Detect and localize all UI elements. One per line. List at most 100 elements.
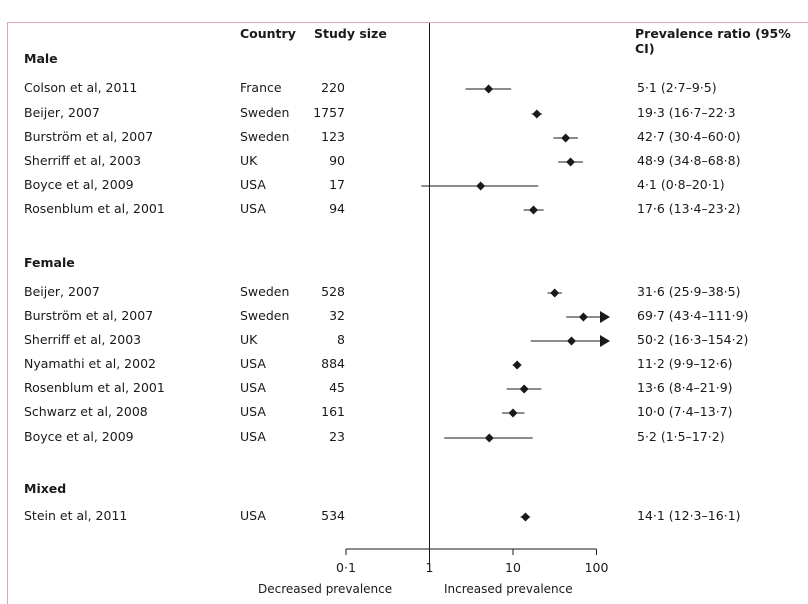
prevalence-ratio-text: 13·6 (8·4–21·9): [637, 380, 733, 395]
ci-arrow: [600, 311, 610, 323]
point-estimate: [520, 512, 530, 522]
prevalence-ratio-text: 48·9 (34·8–68·8): [637, 153, 741, 168]
study-size: 94: [329, 201, 345, 216]
country: USA: [240, 404, 266, 419]
study-size: 90: [329, 153, 345, 168]
point-estimate: [484, 84, 494, 94]
prevalence-ratio-text: 31·6 (25·9–38·5): [637, 284, 741, 299]
prevalence-ratio-text: 5·1 (2·7–9·5): [637, 80, 717, 95]
study-size: 534: [321, 508, 345, 523]
prevalence-ratio-text: 50·2 (16·3–154·2): [637, 332, 749, 347]
point-estimate: [566, 157, 576, 167]
study-size: 161: [321, 404, 345, 419]
country: UK: [240, 332, 258, 347]
prevalence-ratio-text: 10·0 (7·4–13·7): [637, 404, 733, 419]
prevalence-ratio-text: 17·6 (13·4–23·2): [637, 201, 741, 216]
study-name: Stein et al, 2011: [24, 508, 128, 523]
axis-label-decreased: Decreased prevalence: [258, 582, 393, 596]
prevalence-ratio-text: 5·2 (1·5–17·2): [637, 429, 725, 444]
group-label-female: Female: [24, 255, 75, 270]
point-estimate: [550, 288, 560, 298]
country: Sweden: [240, 284, 290, 299]
study-name: Boyce et al, 2009: [24, 177, 134, 192]
prevalence-ratio-text: 4·1 (0·8–20·1): [637, 177, 725, 192]
table-row: Beijer, 2007 Sweden 528 31·6 (25·9–38·5): [0, 284, 808, 304]
ci-arrow: [600, 335, 610, 347]
point-estimate: [532, 109, 542, 119]
table-row: Beijer, 2007 Sweden 1757 19·3 (16·7–22·3: [0, 105, 808, 125]
table-row: Schwarz et al, 2008 USA 161 10·0 (7·4–13·7): [0, 404, 808, 424]
study-size: 1757: [313, 105, 345, 120]
study-size: 884: [321, 356, 345, 371]
country: Sweden: [240, 129, 290, 144]
country: UK: [240, 153, 258, 168]
study-name: Rosenblum et al, 2001: [24, 201, 165, 216]
point-estimate: [508, 408, 518, 418]
point-estimate: [512, 360, 522, 370]
study-name: Beijer, 2007: [24, 105, 100, 120]
table-row: Nyamathi et al, 2002 USA 884 11·2 (9·9–12·6…: [0, 356, 808, 376]
table-row: Stein et al, 2011 USA 534 14·1 (12·3–16·1): [0, 508, 808, 528]
group-label-male: Male: [24, 51, 58, 66]
study-size: 23: [329, 429, 345, 444]
point-estimate: [519, 384, 529, 394]
table-row: Colson et al, 2011 France 220 5·1 (2·7–9·5): [0, 80, 808, 100]
x-tick-label: 100: [585, 560, 609, 575]
country: France: [240, 80, 282, 95]
country: USA: [240, 429, 266, 444]
country: USA: [240, 201, 266, 216]
top-rule: [7, 22, 808, 23]
group-label-mixed: Mixed: [24, 481, 67, 496]
header-prevalence-ratio: Prevalence ratio (95% CI): [635, 26, 791, 56]
study-name: Nyamathi et al, 2002: [24, 356, 156, 371]
left-rule: [7, 22, 8, 604]
prevalence-ratio-text: 11·2 (9·9–12·6): [637, 356, 733, 371]
study-name: Beijer, 2007: [24, 284, 100, 299]
x-tick-label: 1: [426, 560, 434, 575]
prevalence-ratio-text: 19·3 (16·7–22·3: [637, 105, 736, 120]
country: USA: [240, 380, 266, 395]
x-tick-label: 10: [505, 560, 521, 575]
point-estimate: [529, 205, 539, 215]
table-row: Boyce et al, 2009 USA 17 4·1 (0·8–20·1): [0, 177, 808, 197]
country: USA: [240, 177, 266, 192]
table-row: Sherriff et al, 2003 UK 8 50·2 (16·3–154·2): [0, 332, 808, 352]
study-size: 123: [321, 129, 345, 144]
study-name: Rosenblum et al, 2001: [24, 380, 165, 395]
country: Sweden: [240, 105, 290, 120]
point-estimate: [561, 133, 571, 143]
table-row: Boyce et al, 2009 USA 23 5·2 (1·5–17·2): [0, 429, 808, 449]
header-study-size: Study size: [314, 26, 387, 41]
table-row: Sherriff et al, 2003 UK 90 48·9 (34·8–68·8): [0, 153, 808, 173]
prevalence-ratio-text: 42·7 (30·4–60·0): [637, 129, 741, 144]
study-size: 45: [329, 380, 345, 395]
table-row: Burström et al, 2007 Sweden 32 69·7 (43·4–1…: [0, 308, 808, 328]
study-name: Schwarz et al, 2008: [24, 404, 148, 419]
study-name: Boyce et al, 2009: [24, 429, 134, 444]
study-name: Colson et al, 2011: [24, 80, 138, 95]
point-estimate: [578, 312, 588, 322]
header-country: Country: [240, 26, 296, 41]
point-estimate: [484, 433, 494, 443]
prevalence-ratio-text: 14·1 (12·3–16·1): [637, 508, 741, 523]
study-name: Burström et al, 2007: [24, 308, 154, 323]
study-size: 8: [337, 332, 345, 347]
table-row: Burström et al, 2007 Sweden 123 42·7 (30·4–…: [0, 129, 808, 149]
point-estimate: [476, 181, 486, 191]
study-name: Sherriff et al, 2003: [24, 153, 142, 168]
point-estimate: [567, 336, 577, 346]
study-size: 220: [321, 80, 345, 95]
table-row: Rosenblum et al, 2001 USA 94 17·6 (13·4–23·…: [0, 201, 808, 221]
country: Sweden: [240, 308, 290, 323]
study-name: Sherriff et al, 2003: [24, 332, 142, 347]
study-name: Burström et al, 2007: [24, 129, 154, 144]
x-tick-label: 0·1: [336, 560, 356, 575]
study-size: 528: [321, 284, 345, 299]
prevalence-ratio-text: 69·7 (43·4–111·9): [637, 308, 749, 323]
table-row: Rosenblum et al, 2001 USA 45 13·6 (8·4–21·9…: [0, 380, 808, 400]
study-size: 17: [329, 177, 345, 192]
country: USA: [240, 508, 266, 523]
axis-label-increased: Increased prevalence: [444, 582, 573, 596]
